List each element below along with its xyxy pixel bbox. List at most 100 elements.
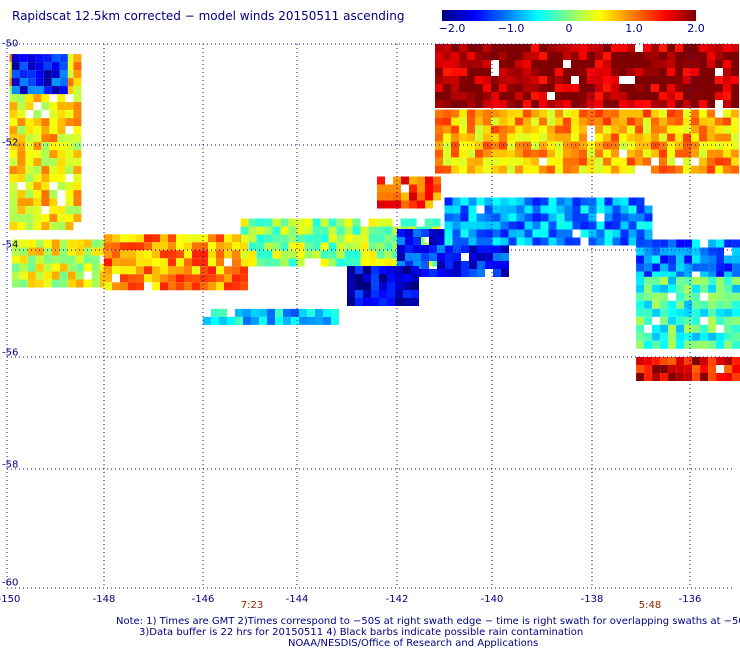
grid-lines [6,43,735,589]
wind-diff-cell [651,141,659,150]
wind-diff-cell [675,84,683,92]
wind-diff-cell [429,245,437,253]
wind-diff-cell [411,298,419,306]
wind-diff-cell [437,269,445,277]
wind-diff-cell [652,263,661,272]
wind-diff-cell [699,92,707,100]
wind-diff-cell [485,253,493,261]
wind-diff-cell [651,52,659,60]
wind-diff-cell [347,274,355,282]
wind-diff-cell [531,60,539,68]
wind-diff-cell [91,247,100,256]
wind-diff-cell [531,157,539,166]
wind-diff-cell [603,52,611,60]
wind-diff-cell [417,184,425,193]
colorbar-label: 0 [565,22,573,35]
wind-diff-cell [531,52,539,60]
wind-diff-cell [344,242,353,251]
wind-diff-cell [507,76,515,84]
wind-diff-cell [435,100,443,108]
wind-diff-cell [707,44,715,52]
wind-diff-cell [708,292,717,301]
wind-diff-cell [483,109,491,118]
wind-diff-cell [501,261,509,269]
colorbar-label: 1.0 [625,22,643,35]
wind-diff-cell [547,60,555,68]
wind-diff-cell [11,271,20,280]
wind-diff-cell [571,60,579,68]
wind-diff-cell [564,229,573,238]
wind-diff-cell [531,165,539,174]
wind-diff-cell [59,70,68,79]
wind-diff-cell [644,373,653,381]
wind-diff-cell [707,149,715,158]
wind-diff-cell [331,316,339,325]
wind-diff-cell [603,60,611,68]
wind-diff-cell [323,308,331,317]
wind-diff-cell [668,365,677,373]
wind-diff-cell [716,316,725,325]
wind-diff-cell [667,165,675,174]
wind-diff-cell [347,266,355,274]
wind-diff-cell [251,308,259,317]
wind-diff-cell [368,242,377,251]
wind-diff-cell [49,126,58,135]
wind-diff-cell [248,234,257,243]
wind-diff-cell [120,282,128,291]
wind-diff-cell [540,205,549,214]
wind-diff-cell [451,157,459,166]
wind-diff-cell [33,182,42,191]
wind-diff-cell [352,250,361,259]
wind-diff-cell [523,165,531,174]
wind-diff-cell [691,117,699,126]
wind-diff-cell [35,279,44,288]
wind-diff-cell [112,234,120,243]
wind-diff-cell [27,78,36,87]
wind-diff-cell [27,239,36,248]
wind-diff-cell [51,70,60,79]
wind-diff-cell [41,190,50,199]
wind-diff-cell [579,100,587,108]
wind-diff-cell [437,253,445,261]
wind-diff-cell [168,242,176,251]
wind-diff-cell [184,274,192,283]
swath-time-label: 7:23 [240,600,264,611]
wind-diff-cell [65,110,74,119]
wind-diff-cell [483,68,491,76]
wind-diff-cell [320,258,329,267]
wind-diff-cell [683,125,691,134]
wind-diff-cell [459,76,467,84]
wind-diff-cell [579,68,587,76]
wind-diff-cell [716,332,725,341]
wind-diff-cell [421,269,429,277]
wind-diff-cell [548,205,557,214]
wind-diff-cell [731,100,739,108]
wind-diff-cell [492,205,501,214]
wind-diff-cell [499,84,507,92]
wind-diff-cell [668,332,677,341]
wind-diff-cell [144,274,152,283]
wind-diff-cell [128,258,136,267]
wind-diff-cell [619,141,627,150]
wind-diff-cell [264,226,273,235]
wind-diff-cell [49,166,58,175]
wind-diff-cell [620,213,629,222]
wind-diff-cell [17,222,26,231]
wind-diff-cell [531,100,539,108]
wind-diff-cell [41,102,50,111]
wind-diff-cell [668,300,677,309]
wind-diff-cell [9,158,18,167]
wind-diff-cell [731,117,739,126]
wind-diff-cell [9,214,18,223]
wind-diff-cell [19,78,28,87]
wind-diff-cell [501,253,509,261]
wind-diff-cell [452,221,461,230]
wind-diff-cell [65,190,74,199]
wind-diff-cell [288,242,297,251]
wind-diff-cell [451,92,459,100]
wind-diff-cell [104,258,112,267]
wind-diff-cell [468,229,477,238]
wind-diff-cell [459,68,467,76]
wind-diff-cell [732,292,740,301]
note-line-2: 3)Data buffer is 22 hrs for 20150511 4) … [139,627,584,638]
